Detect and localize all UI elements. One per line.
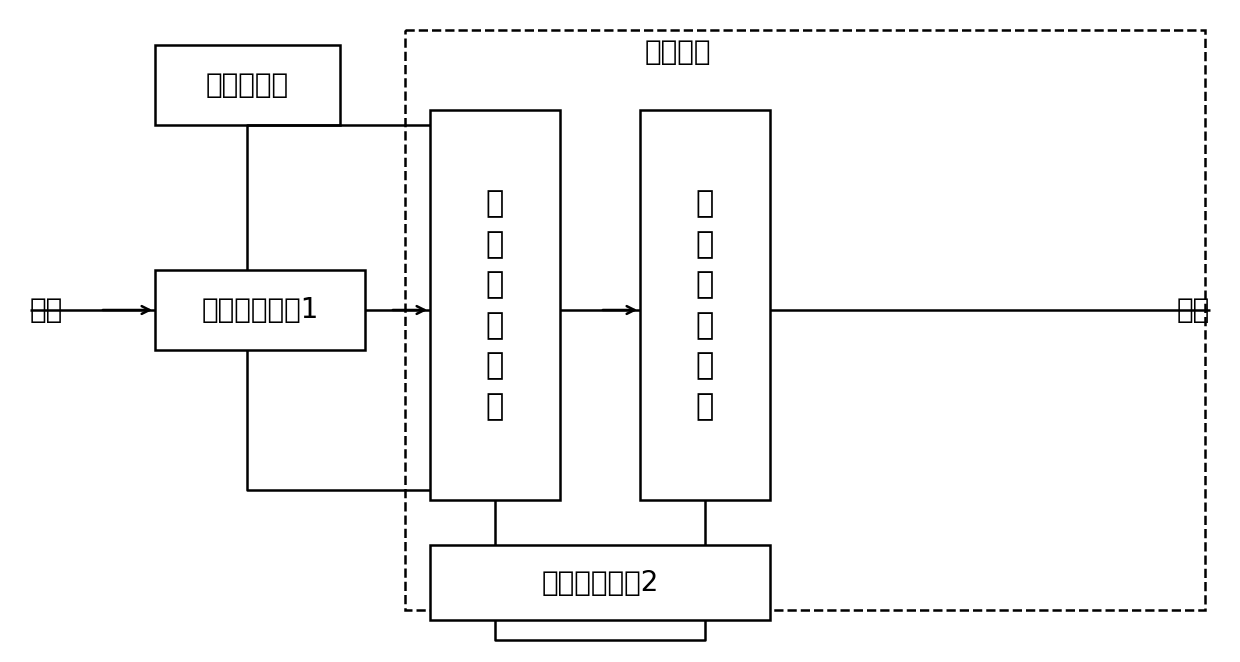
- Text: 输出: 输出: [1177, 296, 1210, 324]
- Text: 负反馈电路: 负反馈电路: [206, 71, 289, 99]
- Bar: [405, 30, 1205, 610]
- Bar: [155, 270, 365, 350]
- Text: 第
二
级
放
大
器: 第 二 级 放 大 器: [696, 189, 714, 421]
- Text: 第
一
级
放
大
器: 第 一 级 放 大 器: [486, 189, 505, 421]
- Bar: [430, 545, 770, 620]
- Text: 增益控制电路1: 增益控制电路1: [201, 296, 319, 324]
- Text: 放大电路: 放大电路: [645, 38, 712, 66]
- Bar: [430, 110, 560, 500]
- Text: 输入: 输入: [30, 296, 63, 324]
- Bar: [155, 45, 340, 125]
- Text: 增益控制电路2: 增益控制电路2: [542, 569, 658, 596]
- Bar: [640, 110, 770, 500]
